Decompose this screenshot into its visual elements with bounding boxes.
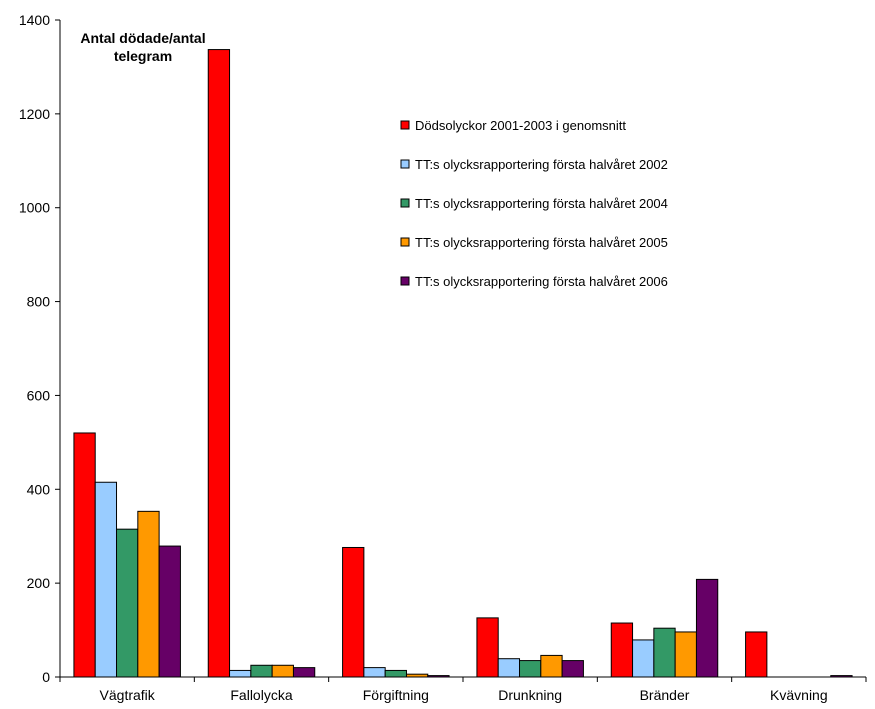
bar <box>540 654 563 678</box>
legend-label: TT:s olycksrapportering första halvåret … <box>415 196 668 211</box>
y-tick-label: 1200 <box>19 106 50 122</box>
bar <box>695 578 719 678</box>
y-tick-label: 600 <box>27 387 51 403</box>
bar <box>497 658 521 678</box>
bar <box>271 664 294 678</box>
bar <box>519 660 542 678</box>
legend-label: TT:s olycksrapportering första halvåret … <box>415 157 668 172</box>
bar <box>830 675 853 678</box>
bar <box>427 675 450 678</box>
bar <box>292 667 316 678</box>
bar <box>229 669 252 678</box>
legend-label: TT:s olycksrapportering första halvåret … <box>415 274 668 289</box>
x-tick-label: Fallolycka <box>230 687 292 703</box>
bar <box>250 664 273 678</box>
y-tick-label: 0 <box>42 669 50 685</box>
bar <box>632 639 655 678</box>
legend-swatch <box>400 198 410 208</box>
x-tick-label: Drunkning <box>498 687 562 703</box>
bar <box>653 627 676 678</box>
bar <box>384 669 407 678</box>
x-tick-label: Vägtrafik <box>100 687 156 703</box>
y-tick-label: 200 <box>27 575 51 591</box>
y-axis-label-line-1: Antal dödade/antal <box>80 30 205 46</box>
x-tick-label: Bränder <box>640 687 690 703</box>
legend-swatch <box>400 237 410 247</box>
bar <box>610 622 634 678</box>
bar <box>405 673 429 678</box>
y-axis-label-line-2: telegram <box>114 48 172 64</box>
bar <box>73 432 96 678</box>
y-tick-label: 400 <box>27 481 51 497</box>
legend-swatch <box>400 276 410 286</box>
x-tick-label: Förgiftning <box>363 687 429 703</box>
bar <box>363 667 386 678</box>
legend-label: TT:s olycksrapportering första halvåret … <box>415 235 668 250</box>
y-tick-label: 800 <box>27 294 51 310</box>
bar <box>561 660 584 678</box>
bar <box>158 545 181 678</box>
y-tick-label: 1400 <box>19 12 50 28</box>
x-axis: Vägtrafik Fallolycka Förgiftning Drunkning B… <box>59 676 867 703</box>
bar <box>745 631 768 678</box>
legend: Dödsolyckor 2001-2003 i genomsnitt TT:s o… <box>400 118 668 289</box>
legend-swatch <box>400 120 410 130</box>
bar <box>476 617 499 678</box>
y-axis: 0 200 400 600 800 1000 1200 1400 <box>19 12 61 685</box>
legend-label: Dödsolyckor 2001-2003 i genomsnitt <box>415 118 626 133</box>
bar <box>674 631 697 678</box>
bar <box>94 481 118 678</box>
bar <box>137 510 160 678</box>
y-tick-label: 1000 <box>19 200 50 216</box>
bar <box>116 528 139 678</box>
bar <box>342 546 365 678</box>
bars <box>73 49 853 678</box>
bar <box>207 49 231 678</box>
x-tick-label: Kvävning <box>770 687 828 703</box>
y-axis-label: Antal dödade/antal telegram <box>80 30 205 64</box>
legend-swatch <box>400 159 410 169</box>
